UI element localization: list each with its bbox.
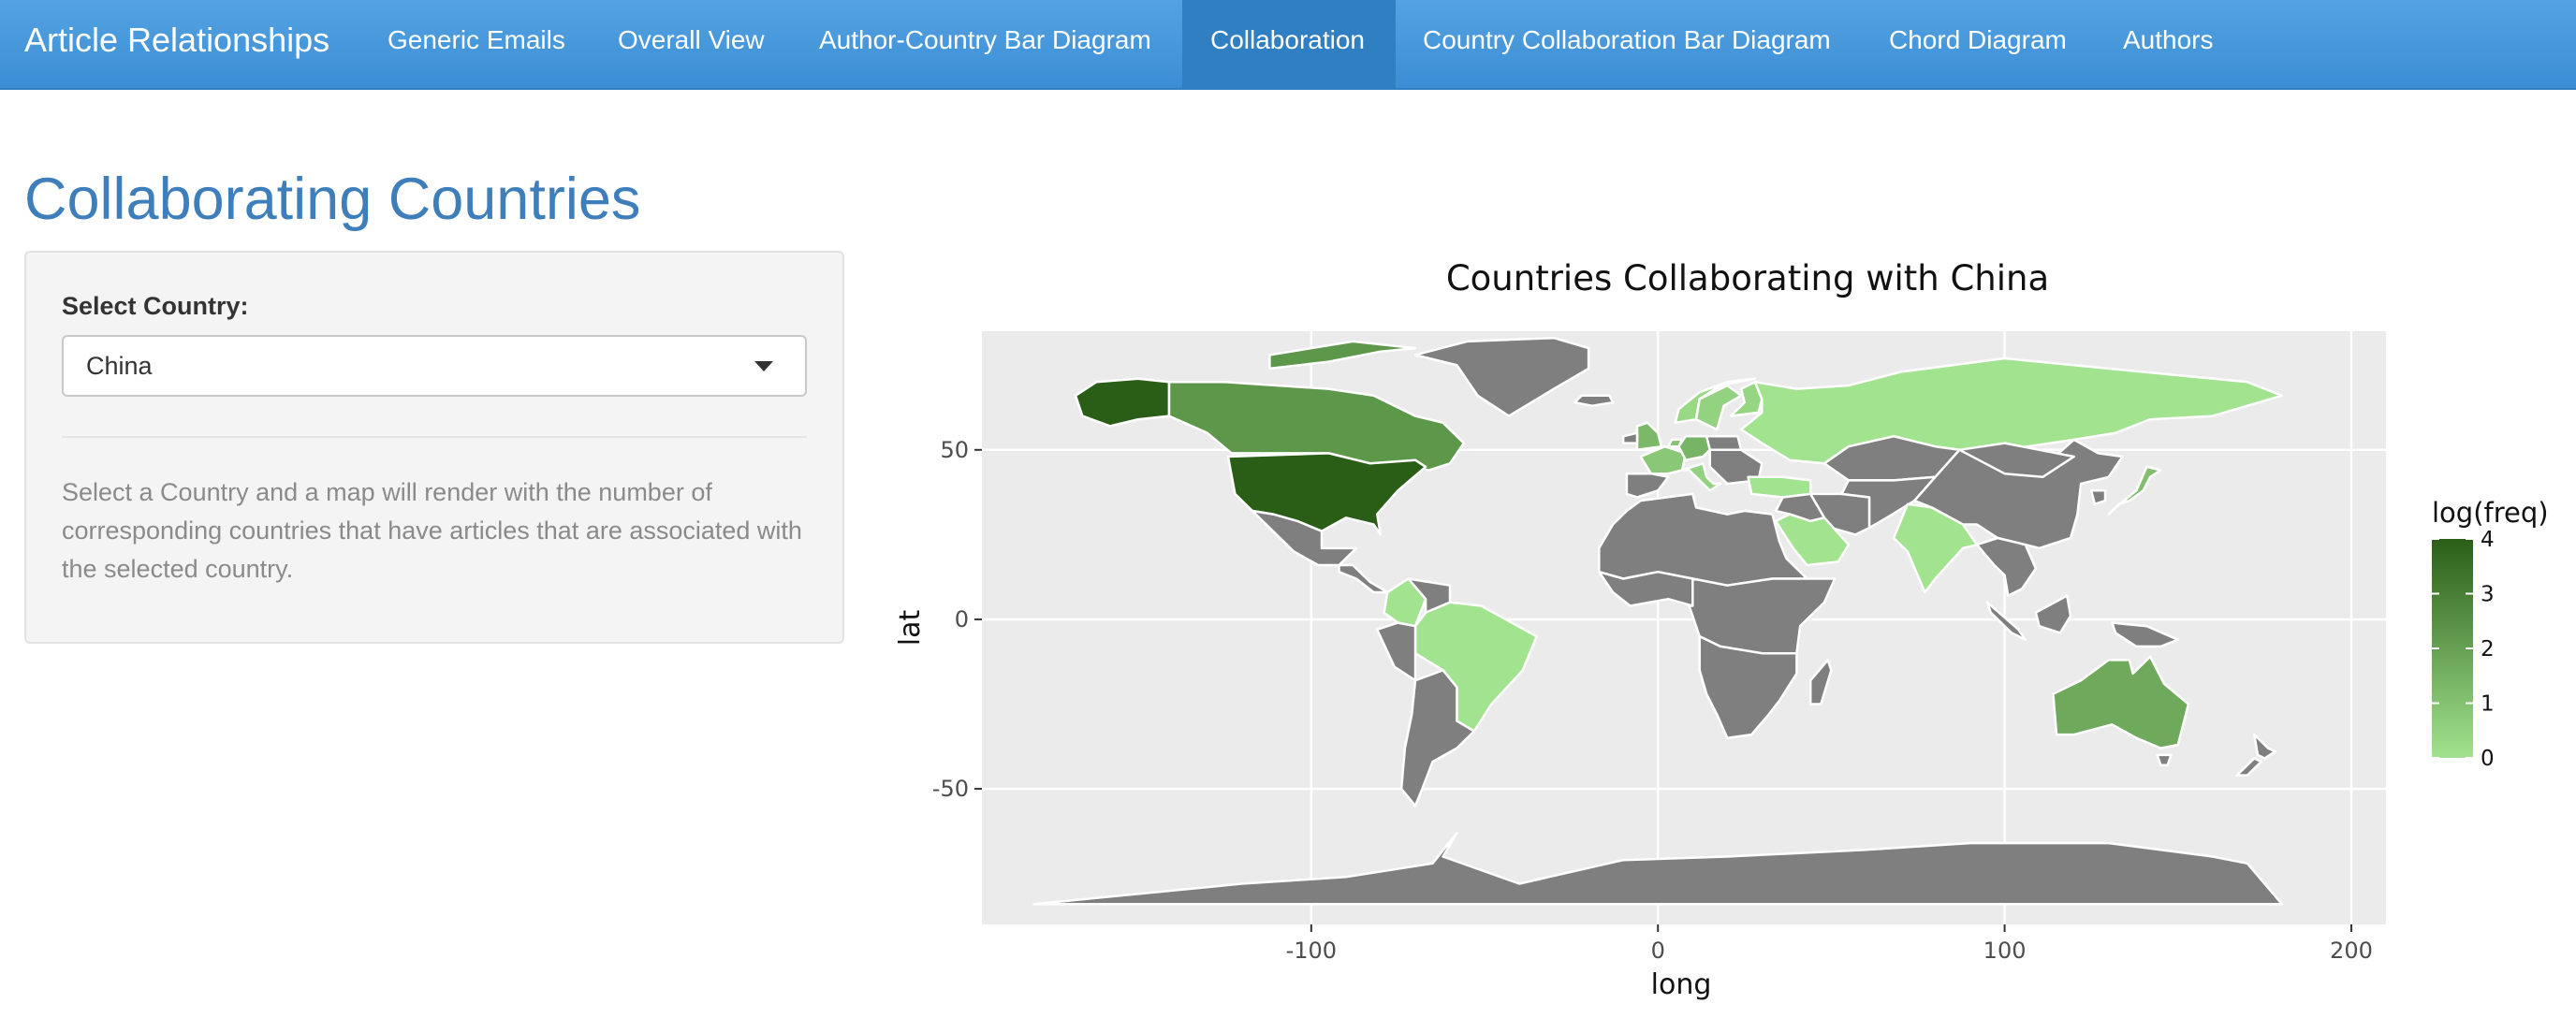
country-korea [2089, 489, 2107, 506]
y-tick-label: 50 [940, 437, 969, 463]
x-tick-label: 0 [1651, 938, 1665, 964]
sidebar-panel: Select Country: China Select a Country a… [24, 251, 844, 644]
country-africa-central [1688, 577, 1837, 655]
country-spain [1625, 472, 1670, 499]
chart-title: Countries Collaborating with China [1446, 258, 2049, 298]
navbar: Article Relationships Generic Emails Ove… [0, 0, 2576, 90]
country-tasmania [2156, 753, 2173, 766]
country-canada [1268, 340, 1417, 371]
color-legend: log(freq) 0 1 2 3 4 [2432, 497, 2549, 771]
country-russia [1739, 356, 2284, 465]
y-tick-label: 0 [955, 606, 969, 633]
country-indonesia [2111, 621, 2180, 648]
collaboration-map-chart: Countries Collaborating with China -100 0… [894, 258, 2549, 1001]
country-select[interactable]: China [62, 335, 807, 397]
world-map [1032, 336, 2284, 906]
chevron-down-icon[interactable] [754, 361, 773, 371]
axes: -100 0 100 200 -50 0 50 [932, 437, 2373, 964]
country-antarctica [1032, 831, 2284, 906]
country-central-america [1338, 563, 1389, 594]
country-saudi-arabia [1774, 513, 1851, 567]
country-central-asia [1840, 475, 1937, 530]
x-tick-label: 200 [2330, 938, 2373, 964]
x-tick-label: -100 [1286, 938, 1337, 964]
country-sweden [1694, 384, 1743, 431]
legend-tick-label: 0 [2481, 747, 2495, 771]
country-indonesia [1985, 601, 2027, 641]
x-tick-label: 100 [1983, 938, 2027, 964]
country-japan [2107, 465, 2162, 516]
country-madagascar [1808, 659, 1833, 705]
tab-overall-view[interactable]: Overall View [618, 25, 765, 54]
country-new-zealand [2253, 733, 2276, 760]
country-southeast-asia [1975, 536, 2038, 597]
country-mexico [1251, 509, 1358, 567]
legend-tick-label: 3 [2481, 583, 2495, 607]
tab-author-country-bar-diagram[interactable]: Author-Country Bar Diagram [819, 25, 1151, 54]
help-text: Select a Country and a map will render w… [62, 478, 802, 583]
select-country-label: Select Country: [62, 292, 249, 320]
country-canada [1167, 381, 1466, 472]
country-greenland [1413, 336, 1590, 417]
divider [62, 436, 807, 438]
legend-tick-label: 4 [2481, 528, 2495, 552]
country-netherlands [1667, 438, 1684, 448]
tab-chord-diagram[interactable]: Chord Diagram [1889, 25, 2067, 54]
page-title: Collaborating Countries [24, 167, 641, 232]
legend-title: log(freq) [2432, 497, 2549, 529]
country-united-kingdom [1635, 421, 1663, 452]
tab-generic-emails[interactable]: Generic Emails [388, 25, 565, 54]
country-ireland [1621, 431, 1639, 444]
country-indonesia [2034, 594, 2072, 634]
x-axis-label: long [1651, 968, 1712, 1001]
country-italy [1680, 462, 1722, 492]
tab-authors[interactable]: Authors [2123, 25, 2214, 54]
y-axis-label: lat [894, 610, 927, 647]
tab-collaboration[interactable]: Collaboration [1182, 0, 1396, 88]
y-tick-label: -50 [932, 776, 969, 802]
country-poland [1705, 435, 1743, 452]
country-australia [2052, 655, 2190, 749]
country-south-america-south [1399, 669, 1476, 807]
country-india [1892, 502, 1979, 594]
country-africa-south [1698, 634, 1798, 739]
legend-tick-label: 1 [2481, 692, 2495, 717]
tab-country-collaboration-bar-diagram[interactable]: Country Collaboration Bar Diagram [1423, 25, 1831, 54]
navbar-brand[interactable]: Article Relationships [24, 21, 330, 59]
country-new-zealand [2235, 757, 2262, 777]
country-iceland [1573, 394, 1615, 407]
country-peru [1375, 621, 1417, 682]
country-mongolia [1958, 442, 2075, 479]
legend-tick-label: 2 [2481, 637, 2495, 662]
country-select-value: China [86, 352, 153, 380]
